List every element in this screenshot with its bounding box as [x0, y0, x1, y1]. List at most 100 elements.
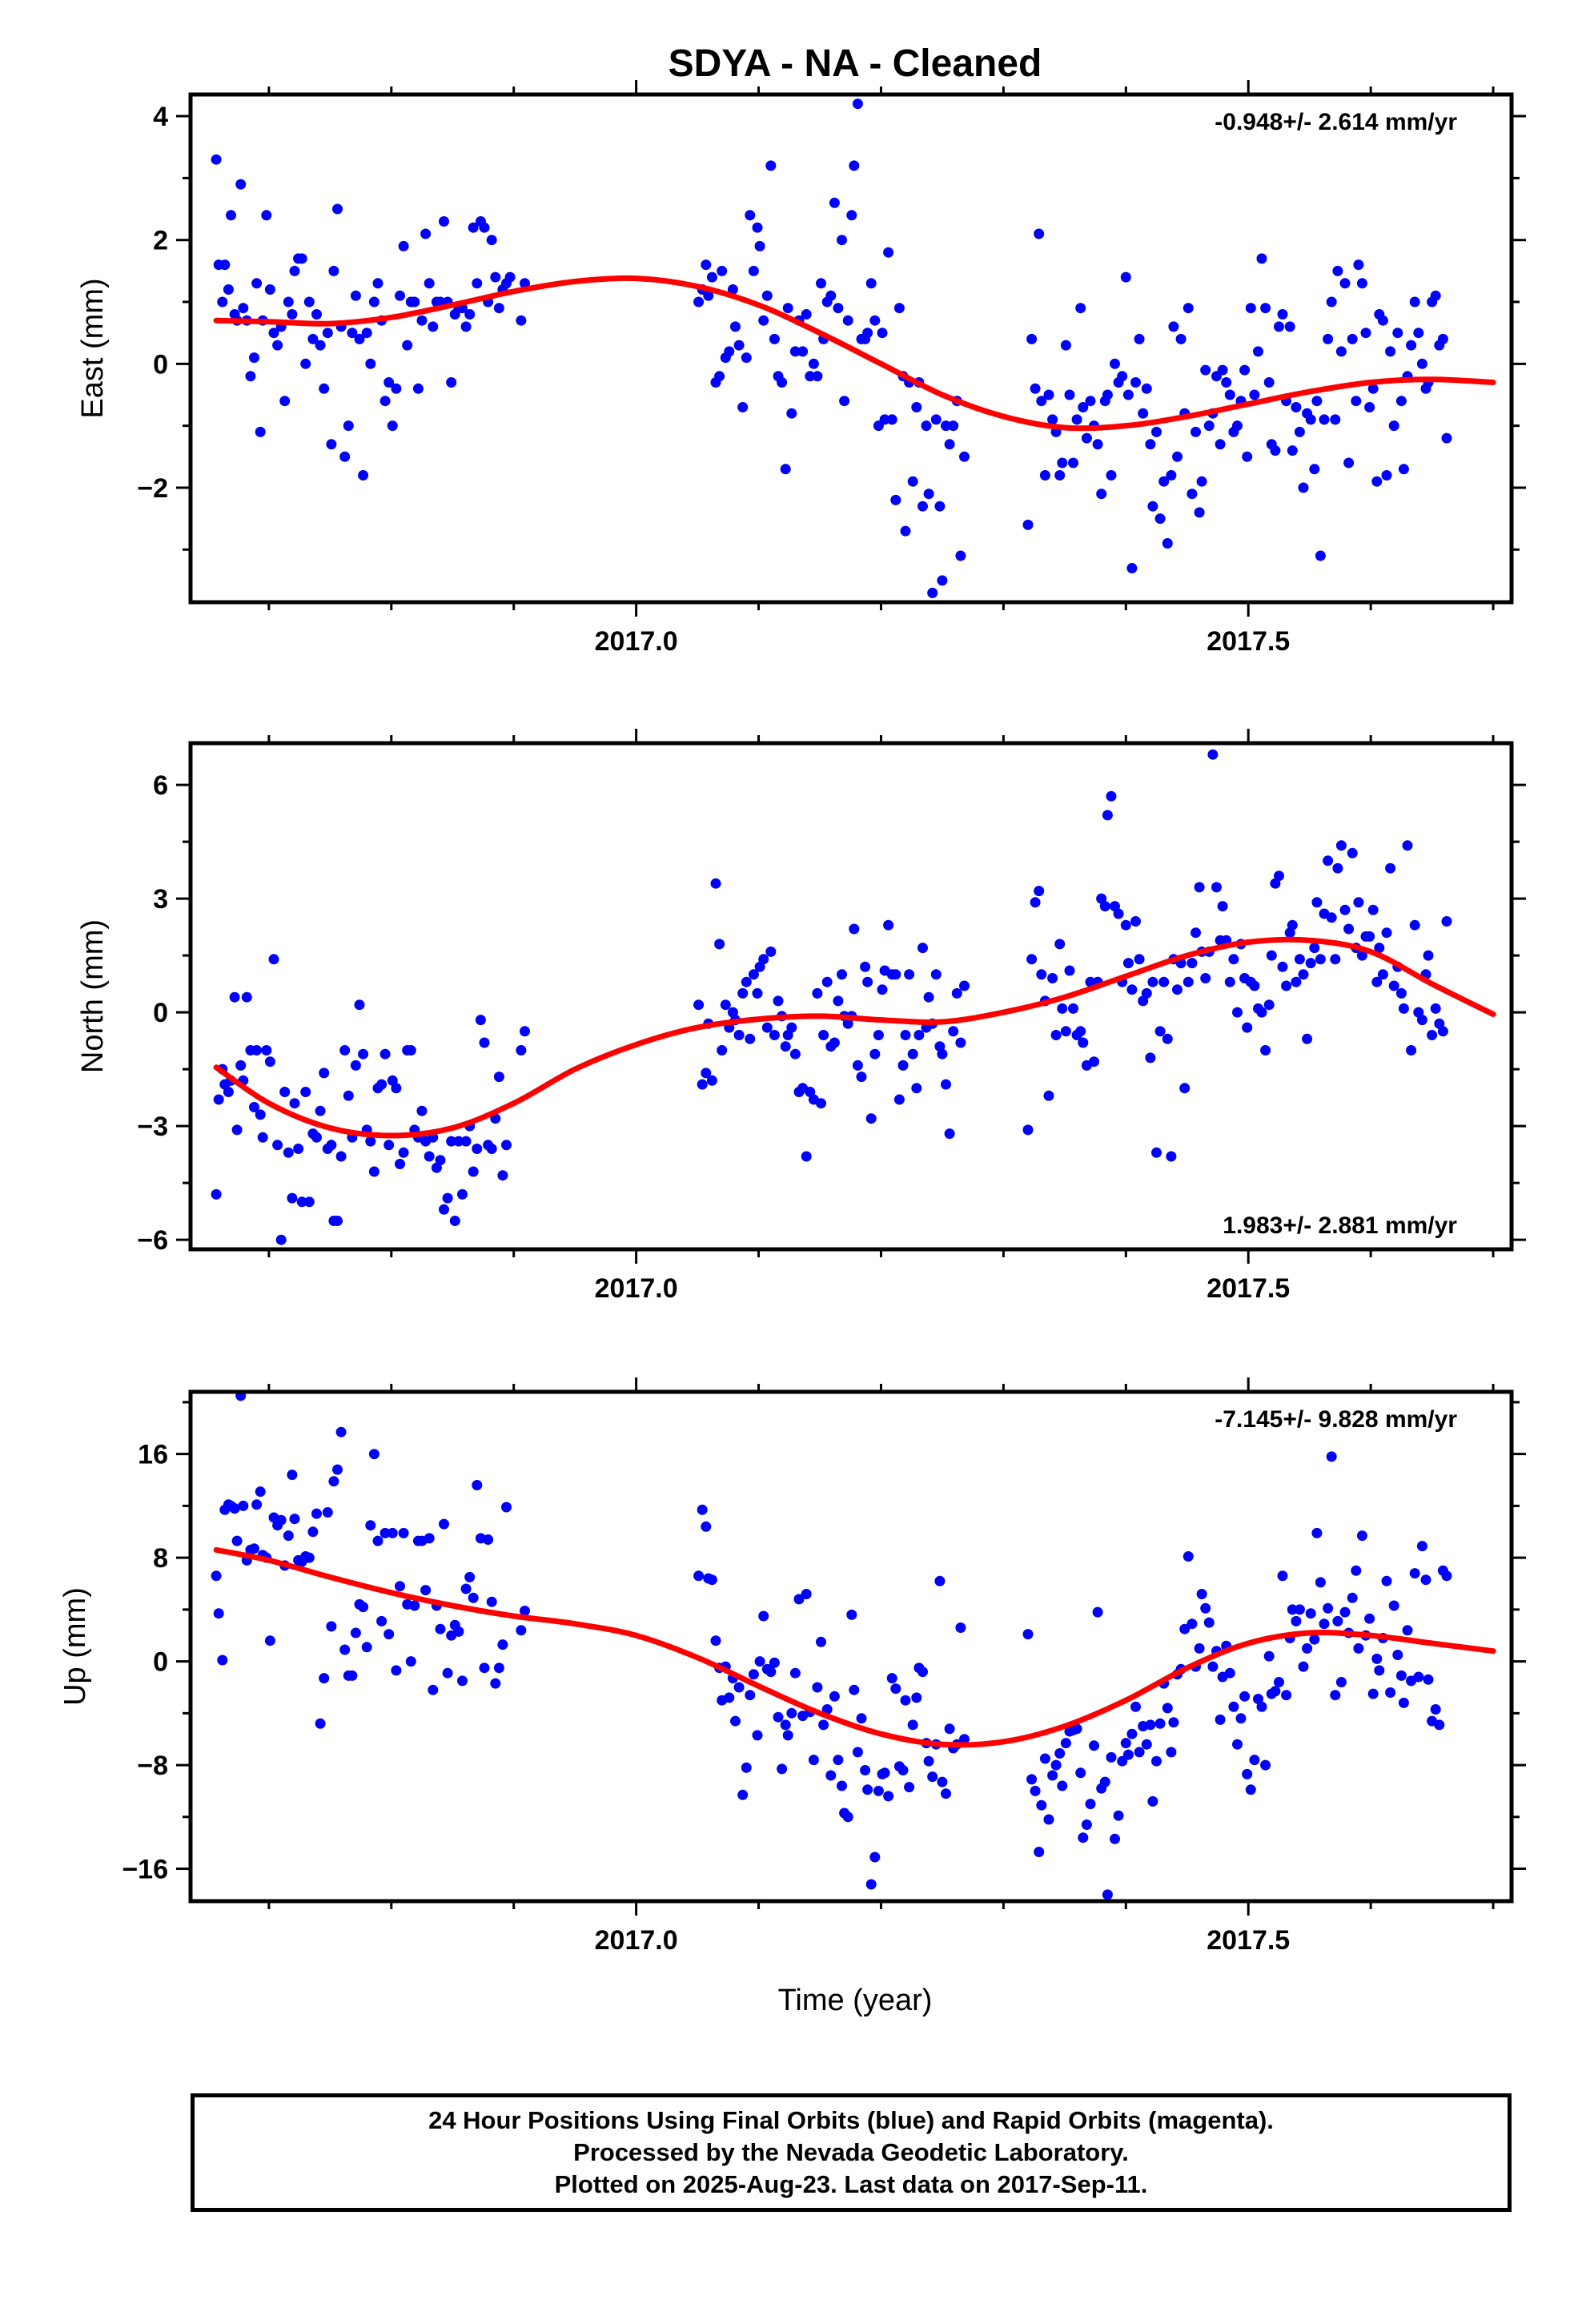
east-point-252 [1330, 414, 1341, 425]
up-point-281 [1434, 1719, 1445, 1731]
up-point-107 [769, 1657, 780, 1668]
north-point-245 [1309, 943, 1320, 954]
east-y-tick-label: 2 [153, 226, 168, 256]
east-point-205 [1166, 470, 1177, 480]
east-point-61 [424, 278, 435, 289]
north-point-143 [893, 1094, 905, 1105]
east-point-260 [1356, 278, 1367, 289]
up-point-78 [486, 1596, 497, 1607]
north-point-132 [856, 1072, 867, 1083]
east-point-204 [1162, 538, 1173, 549]
up-point-199 [1147, 1795, 1158, 1807]
north-point-26 [296, 1196, 307, 1208]
up-point-0 [211, 1570, 222, 1582]
north-point-255 [1343, 923, 1355, 935]
up-point-271 [1398, 1697, 1409, 1708]
up-point-83 [516, 1625, 527, 1636]
east-point-228 [1245, 303, 1256, 314]
north-point-149 [913, 1030, 925, 1040]
up-y-axis-label: Up (mm) [58, 1587, 92, 1706]
east-point-167 [1034, 228, 1045, 239]
up-point-37 [335, 1426, 347, 1437]
up-point-198 [1145, 1719, 1156, 1731]
east-point-166 [1030, 383, 1041, 394]
east-point-154 [927, 587, 938, 598]
up-point-9 [238, 1500, 249, 1511]
north-point-45 [365, 1136, 376, 1147]
north-point-106 [765, 946, 777, 957]
up-point-221 [1224, 1667, 1235, 1679]
north-point-1 [213, 1094, 224, 1105]
up-point-108 [773, 1711, 784, 1723]
north-point-263 [1371, 976, 1383, 987]
up-point-215 [1203, 1617, 1215, 1628]
north-point-10 [241, 991, 252, 1003]
north-point-68 [449, 1216, 460, 1226]
north-point-91 [714, 939, 725, 950]
north-point-70 [457, 1188, 468, 1200]
north-y-tick-label: 0 [153, 998, 168, 1028]
north-point-214 [1200, 973, 1211, 983]
north-point-16 [261, 1045, 272, 1055]
north-point-135 [865, 1113, 877, 1124]
up-point-129 [846, 1609, 857, 1620]
east-point-84 [516, 315, 527, 326]
north-point-4 [223, 1087, 234, 1097]
east-point-95 [724, 346, 735, 357]
up-point-254 [1339, 1606, 1351, 1618]
north-point-240 [1291, 976, 1302, 987]
up-point-232 [1263, 1651, 1275, 1662]
east-point-200 [1147, 501, 1158, 512]
north-point-107 [769, 1030, 780, 1040]
north-point-32 [319, 1068, 330, 1079]
north-point-125 [833, 995, 844, 1007]
east-point-216 [1203, 420, 1215, 432]
north-point-145 [900, 1030, 911, 1040]
up-point-43 [358, 1602, 369, 1613]
east-point-2 [217, 296, 228, 308]
up-point-64 [435, 1623, 446, 1634]
east-point-249 [1319, 414, 1330, 425]
up-point-145 [900, 1695, 911, 1706]
north-point-186 [1102, 810, 1113, 821]
up-point-82 [501, 1502, 512, 1513]
up-point-248 [1319, 1618, 1330, 1630]
up-point-266 [1381, 1575, 1392, 1586]
north-point-283 [1441, 916, 1452, 927]
east-point-54 [398, 240, 409, 251]
footer-box: 24 Hour Positions Using Final Orbits (bl… [191, 2093, 1512, 2212]
north-point-12 [249, 1102, 259, 1112]
north-point-84 [520, 1026, 530, 1037]
north-point-24 [289, 1098, 300, 1109]
east-point-180 [1078, 402, 1089, 412]
east-point-86 [693, 296, 705, 308]
east-point-243 [1298, 482, 1309, 493]
up-point-136 [869, 1852, 881, 1863]
east-point-226 [1239, 364, 1251, 376]
north-point-56 [405, 1045, 416, 1055]
north-point-133 [860, 961, 871, 972]
north-point-206 [1172, 984, 1182, 995]
up-point-250 [1326, 1451, 1337, 1462]
north-point-20 [275, 1234, 287, 1245]
north-point-202 [1158, 976, 1170, 987]
east-point-189 [1110, 358, 1120, 369]
up-point-249 [1323, 1602, 1334, 1614]
up-point-84 [520, 1606, 530, 1616]
east-point-194 [1126, 563, 1138, 573]
up-point-183 [1092, 1606, 1103, 1618]
north-point-178 [1075, 1026, 1086, 1037]
east-point-52 [391, 383, 402, 394]
east-point-188 [1106, 470, 1117, 480]
north-point-247 [1315, 954, 1326, 965]
east-point-34 [326, 439, 337, 450]
up-point-163 [1022, 1629, 1034, 1640]
north-point-81 [497, 1170, 508, 1181]
east-point-284 [1441, 432, 1452, 444]
east-point-135 [862, 328, 873, 339]
east-point-206 [1168, 321, 1179, 332]
east-point-253 [1332, 265, 1343, 276]
east-point-18 [268, 328, 279, 339]
north-point-159 [948, 1026, 959, 1037]
up-point-171 [1050, 1759, 1062, 1771]
